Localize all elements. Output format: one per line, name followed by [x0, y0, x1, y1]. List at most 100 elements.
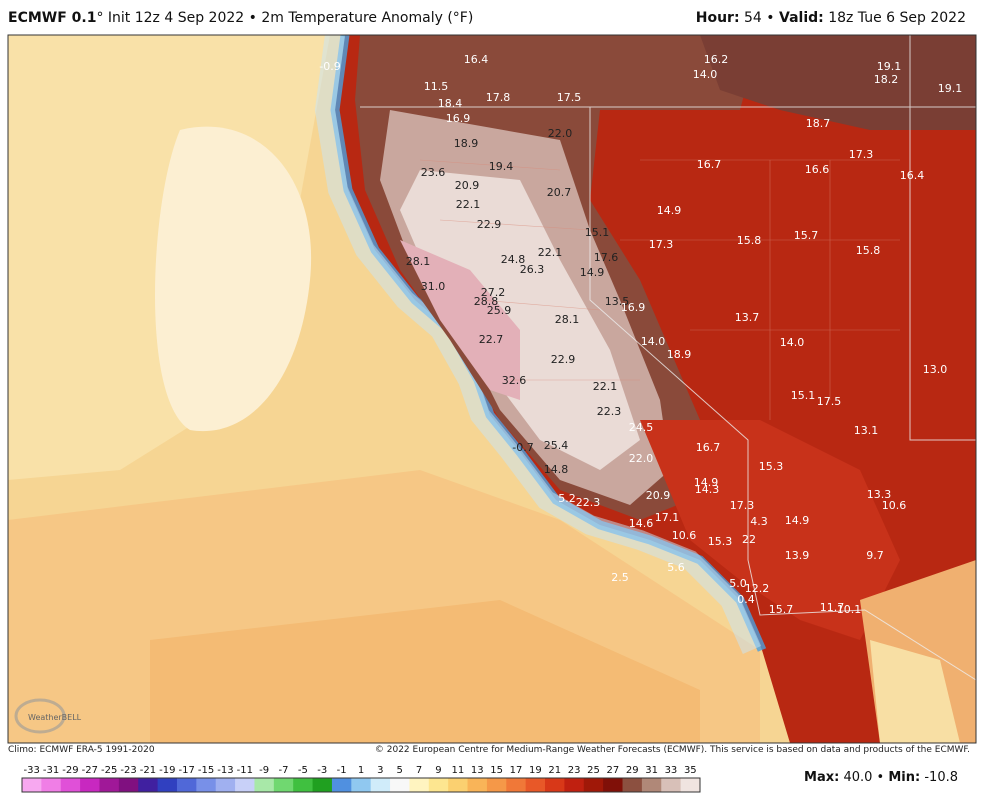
- map-value: 19.4: [489, 160, 514, 173]
- map-value: 22.0: [629, 452, 654, 465]
- colorbar-tick-label: -33: [24, 765, 40, 776]
- colorbar-tick-label: -27: [82, 765, 98, 776]
- model: ECMWF 0.1: [8, 10, 97, 26]
- colorbar-tick-label: -9: [259, 765, 269, 776]
- map-value: 14.3: [695, 483, 720, 496]
- map-value: 19.1: [938, 82, 963, 95]
- map-value: 13.9: [785, 549, 810, 562]
- colorbar-swatch: [293, 778, 314, 792]
- colorbar-tick-label: 17: [510, 765, 523, 776]
- colorbar-tick-label: -29: [62, 765, 78, 776]
- header-left: ECMWF 0.1° Init 12z 4 Sep 2022 • 2m Temp…: [8, 10, 473, 26]
- colorbar-frame: [21, 777, 701, 793]
- map-value: 16.9: [621, 301, 646, 314]
- colorbar-swatch: [196, 778, 217, 792]
- map-value: 16.6: [805, 163, 830, 176]
- map-value: 31.0: [421, 280, 446, 293]
- stats: Max: 40.0 • Min: -10.8: [804, 770, 958, 785]
- colorbar-swatch: [370, 778, 391, 792]
- map-value: 11.5: [424, 80, 449, 93]
- colorbar-swatch: [273, 778, 294, 792]
- map-value: 9.7: [866, 549, 884, 562]
- colorbar-swatch: [506, 778, 527, 792]
- map-value: 16.2: [704, 53, 729, 66]
- map-value: 14.0: [780, 336, 805, 349]
- map-value: 17.3: [649, 238, 674, 251]
- map-field: [8, 35, 976, 743]
- map-value: -0.9: [319, 60, 340, 73]
- colorbar-tick-label: -31: [43, 765, 59, 776]
- colorbar-swatch: [312, 778, 333, 792]
- map-value: 5.0: [729, 577, 747, 590]
- map-value: 22.1: [456, 198, 481, 211]
- colorbar-tick-label: 33: [665, 765, 678, 776]
- colorbar-tick-label: 23: [568, 765, 581, 776]
- colorbar-swatch: [254, 778, 275, 792]
- map-value: 0.4: [737, 593, 755, 606]
- map-value: 15.3: [759, 460, 784, 473]
- colorbar-tick-label: 31: [645, 765, 658, 776]
- map-value: 14.9: [580, 266, 605, 279]
- colorbar-tick-label: 25: [587, 765, 600, 776]
- map-value: 28.1: [406, 255, 431, 268]
- colorbar-swatch: [41, 778, 62, 792]
- map-value: 22.9: [551, 353, 576, 366]
- colorbar-tick-label: 3: [377, 765, 383, 776]
- map-value: 25.9: [487, 304, 512, 317]
- map-value: 24.8: [501, 253, 526, 266]
- map-value: 16.4: [464, 53, 489, 66]
- colorbar-swatch: [583, 778, 604, 792]
- colorbar-tick-label: 13: [471, 765, 484, 776]
- max-label: Max:: [804, 770, 840, 785]
- map-value: 14.6: [629, 517, 654, 530]
- valid-label: Valid:: [779, 10, 824, 26]
- map-value: 24.5: [629, 421, 654, 434]
- map-value: 17.5: [817, 395, 842, 408]
- title: ° Init 12z 4 Sep 2022 • 2m Temperature A…: [96, 10, 474, 26]
- map-value: 15.1: [585, 226, 610, 239]
- colorbar-swatch: [661, 778, 682, 792]
- map-value: 23.6: [421, 166, 446, 179]
- colorbar-tick-label: -19: [159, 765, 175, 776]
- colorbar-tick-label: 11: [451, 765, 464, 776]
- map-value: 13.3: [867, 488, 892, 501]
- map-value: 28.1: [555, 313, 580, 326]
- colorbar-swatch: [486, 778, 507, 792]
- map-value: 15.3: [708, 535, 733, 548]
- colorbar-tick-label: -1: [337, 765, 347, 776]
- colorbar-swatch: [80, 778, 100, 792]
- colorbar-tick-label: -3: [317, 765, 327, 776]
- map-value: 18.9: [454, 137, 479, 150]
- map-value: -0.7: [512, 441, 533, 454]
- map-value: 14.9: [785, 514, 810, 527]
- map-value: 12.2: [745, 582, 770, 595]
- colorbar-tick-label: -15: [198, 765, 214, 776]
- separator: •: [876, 770, 885, 785]
- colorbar-swatch: [176, 778, 197, 792]
- map-value: 10.1: [837, 603, 862, 616]
- map-value: 14.9: [694, 476, 719, 489]
- colorbar-tick-label: -11: [237, 765, 253, 776]
- logo-swirl: [14, 698, 66, 734]
- map-value: 22.3: [576, 496, 601, 509]
- map-value: 17.6: [594, 251, 619, 264]
- colorbar-tick-label: 15: [490, 765, 503, 776]
- colorbar-swatch: [390, 778, 410, 792]
- colorbar-tick-label: 19: [529, 765, 542, 776]
- map-value: 17.8: [486, 91, 511, 104]
- map-value: 17.5: [557, 91, 582, 104]
- colorbar-swatch: [331, 778, 352, 792]
- map-frame: [7, 34, 977, 744]
- colorbar-tick-label: 5: [397, 765, 403, 776]
- map-value: 4.3: [750, 515, 768, 528]
- map-value: 28.8: [474, 295, 499, 308]
- colorbar-swatch: [641, 778, 662, 792]
- map-value: 14.8: [544, 463, 569, 476]
- map-value: 13.7: [735, 311, 760, 324]
- colorbar-tick-label: 1: [358, 765, 364, 776]
- colorbar-swatch: [235, 778, 255, 792]
- map-value: 13.5: [605, 295, 630, 308]
- colorbar-tick-label: 21: [548, 765, 561, 776]
- map-value: 18.4: [438, 97, 463, 110]
